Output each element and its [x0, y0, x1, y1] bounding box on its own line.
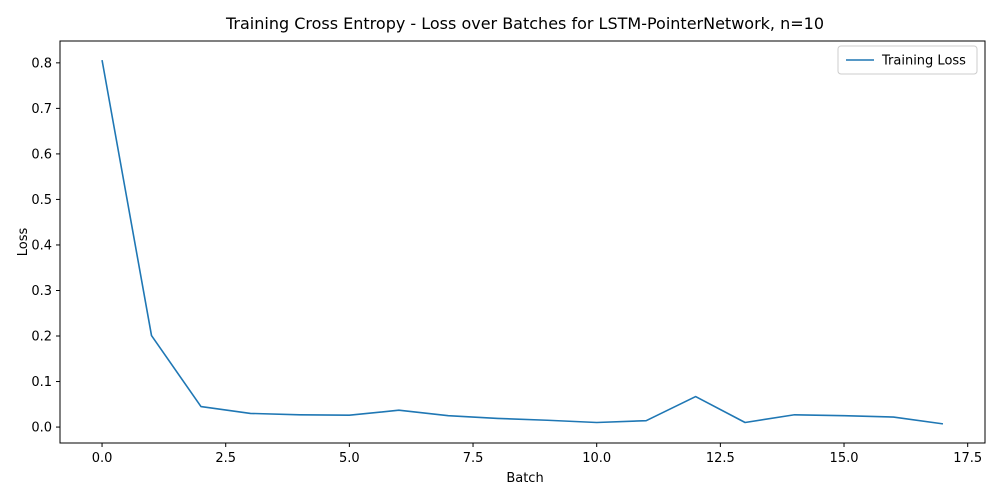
y-tick-label: 0.1 — [31, 375, 52, 390]
x-tick-label: 7.5 — [463, 451, 484, 466]
x-tick-label: 15.0 — [830, 451, 859, 466]
x-axis: 0.0 2.5 5.0 7.5 10.0 12.5 15.0 17.5 — [92, 443, 982, 466]
y-axis: 0.0 0.1 0.2 0.3 0.4 0.5 0.6 0.7 0.8 — [31, 56, 60, 436]
series-line-training-loss — [101, 59, 944, 425]
x-tick-label: 17.5 — [953, 451, 982, 466]
y-axis-label: Loss — [16, 228, 31, 257]
y-tick-label: 0.7 — [31, 102, 52, 117]
x-axis-label: Batch — [506, 471, 543, 486]
y-tick-label: 0.3 — [31, 284, 52, 299]
y-tick-label: 0.0 — [31, 421, 52, 436]
y-tick-label: 0.5 — [31, 193, 52, 208]
x-tick-label: 10.0 — [582, 451, 611, 466]
legend: Training Loss — [837, 45, 978, 75]
legend-box — [837, 45, 978, 75]
chart-title: Training Cross Entropy - Loss over Batch… — [225, 14, 824, 33]
y-tick-label: 0.6 — [31, 147, 52, 162]
plot-area — [101, 59, 944, 425]
plot-frame — [59, 40, 986, 444]
y-tick-label: 0.2 — [31, 330, 52, 345]
legend-label: Training Loss — [881, 54, 966, 69]
y-tick-label: 0.8 — [31, 56, 52, 71]
y-tick-label: 0.4 — [31, 238, 52, 253]
x-tick-label: 12.5 — [706, 451, 735, 466]
x-tick-label: 0.0 — [92, 451, 113, 466]
x-tick-label: 5.0 — [339, 451, 360, 466]
x-tick-label: 2.5 — [215, 451, 236, 466]
